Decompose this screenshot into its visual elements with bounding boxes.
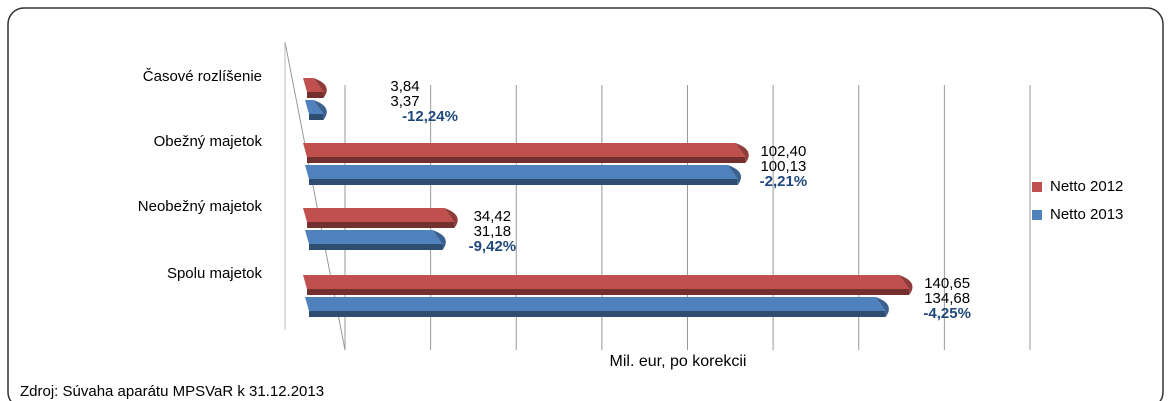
x-axis-label: Mil. eur, po korekcii xyxy=(610,353,747,370)
bar-part xyxy=(309,244,443,250)
value-label: 3,84 xyxy=(390,78,419,95)
bar-part xyxy=(444,208,458,228)
value-label: 34,42 xyxy=(474,208,512,225)
bar-part xyxy=(303,275,910,289)
change-label: -2,21% xyxy=(760,173,808,190)
legend-swatch xyxy=(1032,182,1042,192)
change-label: -9,42% xyxy=(469,238,517,255)
legend-label: Netto 2012 xyxy=(1050,178,1123,195)
bar-part xyxy=(305,165,738,179)
bar-part xyxy=(305,230,443,244)
bar-part xyxy=(875,297,889,317)
bar-part xyxy=(305,297,886,311)
category-label: Obežný majetok xyxy=(154,133,263,150)
source: Zdroj: Súvaha aparátu MPSVaR k 31.12.201… xyxy=(20,383,324,400)
bar-part xyxy=(307,157,746,163)
bar-part xyxy=(432,230,446,250)
value-label: 140,65 xyxy=(924,275,970,292)
category-label: Neobežný majetok xyxy=(138,198,263,215)
bar xyxy=(303,143,749,163)
bar-part xyxy=(735,143,749,163)
value-label: 31,18 xyxy=(474,223,512,240)
bar xyxy=(305,297,889,317)
bar-part xyxy=(307,92,324,98)
bar xyxy=(305,165,742,185)
bar-part xyxy=(309,179,738,185)
value-label: 100,13 xyxy=(760,158,806,175)
bar-part xyxy=(727,165,742,185)
bar-part xyxy=(313,78,327,98)
category-label: Spolu majetok xyxy=(167,265,263,282)
value-label: 134,68 xyxy=(924,290,970,307)
bar xyxy=(303,275,913,295)
frame xyxy=(7,7,1164,401)
bar xyxy=(303,208,458,228)
bar-part xyxy=(303,208,455,222)
change-label: -4,25% xyxy=(923,305,971,322)
bar-part xyxy=(309,114,324,120)
bar xyxy=(305,100,327,120)
bar xyxy=(305,230,446,250)
bar-part xyxy=(303,143,746,157)
bar-part xyxy=(303,78,324,92)
value-label: 102,40 xyxy=(760,143,806,160)
legend-label: Netto 2013 xyxy=(1050,206,1123,223)
bar-part xyxy=(307,222,455,228)
bar-part xyxy=(305,100,324,114)
bar-part xyxy=(307,289,910,295)
category-label: Časové rozlíšenie xyxy=(143,68,262,85)
bar xyxy=(303,78,327,98)
bar-part xyxy=(899,275,913,295)
value-label: 3,37 xyxy=(390,93,419,110)
bar-part xyxy=(313,100,327,120)
change-label: -12,24% xyxy=(402,108,458,125)
legend-swatch xyxy=(1032,210,1042,220)
bar-part xyxy=(309,311,886,317)
